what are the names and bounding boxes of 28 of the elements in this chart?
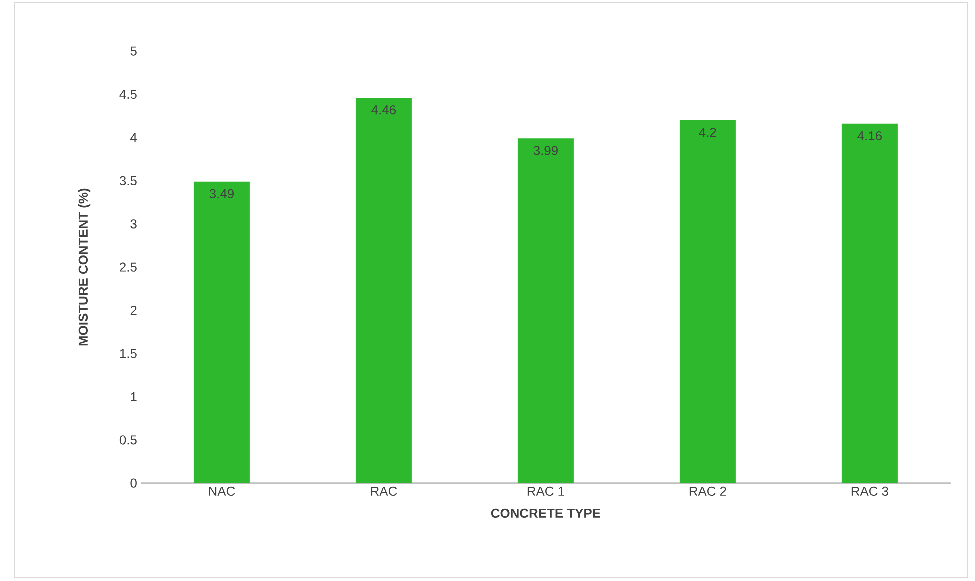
y-tick-label: 1 [131,392,137,402]
bar [842,124,898,484]
y-tick-label: 1.5 [120,349,137,358]
y-tick-label: 5 [130,46,137,56]
bar [356,98,412,484]
y-tick-label: 4 [130,133,138,142]
bar [518,138,574,484]
data-label: 3.99 [534,146,558,156]
data-label: 4.2 [699,128,716,138]
x-tick-label: RAC 1 [528,486,564,496]
y-tick-label: 2.5 [120,262,137,272]
y-tick-label: 4.5 [120,90,137,100]
bar [194,182,250,484]
y-tick-label: 0 [130,478,137,488]
bar [680,120,736,484]
x-tick-label: RAC 2 [690,486,726,496]
x-tick-label: RAC [371,486,398,496]
x-tick-label: NAC [209,486,236,496]
data-label: 4.46 [372,106,396,115]
y-tick-label: 2 [130,306,137,316]
data-label: 3.49 [210,189,234,199]
y-tick-label: 0.5 [120,436,137,445]
x-tick-label: RAC 3 [852,486,888,496]
y-tick-label: 3 [130,220,137,229]
data-label: 4.16 [858,131,882,141]
y-tick-label: 3.5 [120,176,137,186]
x-axis-title: CONCRETE TYPE [491,508,600,518]
y-axis-title: MOISTURE CONTENT (%) [78,188,91,346]
